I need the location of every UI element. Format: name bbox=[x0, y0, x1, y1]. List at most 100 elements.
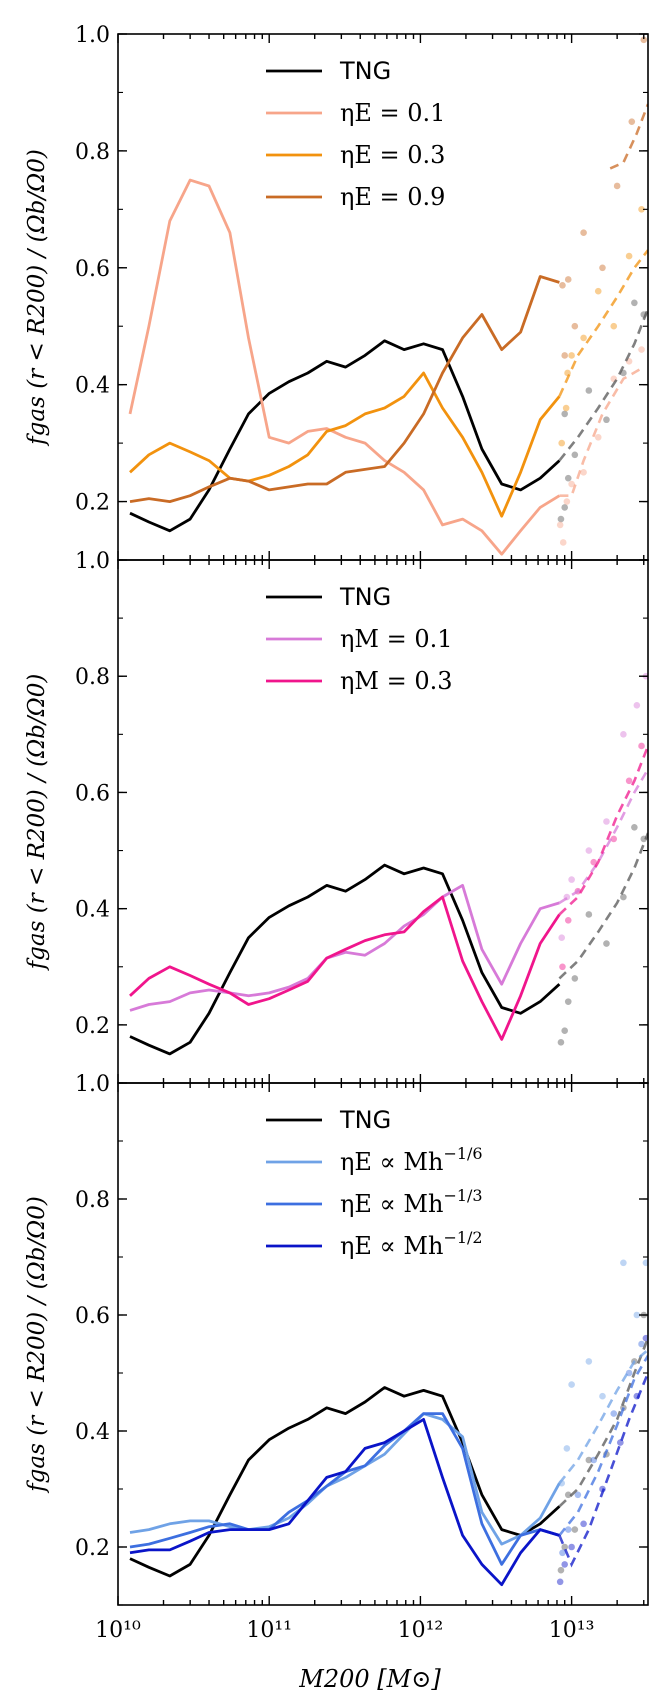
y-tick-label: 0.2 bbox=[75, 491, 110, 516]
scatter-point bbox=[561, 1027, 568, 1034]
scatter-point bbox=[558, 439, 566, 447]
scatter-point bbox=[633, 701, 641, 709]
dashed-extension-line bbox=[558, 249, 648, 397]
scatter-point bbox=[642, 1259, 648, 1267]
y-tick-label: 0.4 bbox=[75, 374, 110, 399]
scatter-point bbox=[557, 515, 565, 523]
scatter-point bbox=[556, 1578, 564, 1586]
x-tick-label: 10¹¹ bbox=[246, 1618, 292, 1643]
legend-label: TNG bbox=[339, 57, 391, 85]
scatter-point bbox=[564, 1491, 572, 1499]
panel-middle: 0.2 0.4 0.6 0.8 1.0 fgas (r < R200) / (Ωb/Ω0)… bbox=[24, 549, 649, 1084]
scatter-point bbox=[631, 824, 638, 831]
panel-top: 0.2 0.4 0.6 0.8 1.0 fgas (r < R200) / (Ωb/Ω0)… bbox=[24, 23, 649, 561]
y-tick-label: 0.8 bbox=[75, 665, 110, 690]
y-axis-label: fgas (r < R200) / (Ωb/Ω0) bbox=[24, 674, 50, 972]
scatter-point bbox=[568, 480, 575, 488]
scatter-point bbox=[580, 469, 587, 476]
scatter-point bbox=[638, 206, 645, 213]
scatter-point bbox=[568, 352, 575, 359]
scatter-point bbox=[620, 893, 627, 901]
plot-area bbox=[128, 36, 648, 556]
scatter-point bbox=[571, 1526, 579, 1533]
scatter-point bbox=[580, 1520, 587, 1528]
series-line bbox=[128, 178, 561, 556]
legend-label: ηE = 0.3 bbox=[340, 141, 445, 169]
legend-label: ηM = 0.3 bbox=[340, 667, 453, 695]
y-axis-label: fgas (r < R200) / (Ωb/Ω0) bbox=[24, 149, 50, 447]
scatter-point bbox=[585, 1358, 593, 1365]
scatter-point bbox=[557, 1039, 565, 1046]
scatter-point bbox=[556, 521, 564, 529]
dashed-extension-line bbox=[559, 365, 645, 498]
scatter-point bbox=[568, 1381, 575, 1388]
x-tick-label: 10¹³ bbox=[549, 1618, 595, 1643]
series-line bbox=[129, 339, 561, 533]
scatter-point bbox=[638, 1340, 645, 1348]
series-line bbox=[129, 1386, 561, 1578]
y-tick-label: 1.0 bbox=[75, 23, 110, 48]
legend-label: TNG bbox=[339, 1106, 391, 1134]
legend-label: ηE ∝ Mh−1/6 bbox=[340, 1144, 483, 1176]
scatter-point bbox=[633, 1311, 641, 1319]
scatter-point bbox=[571, 451, 579, 459]
scatter-point bbox=[610, 835, 618, 843]
scatter-point bbox=[571, 322, 579, 330]
scatter-point bbox=[642, 1334, 648, 1342]
scatter-point bbox=[559, 282, 566, 289]
y-tick-label: 0.6 bbox=[75, 257, 110, 282]
plot-area bbox=[129, 1259, 648, 1587]
series-line bbox=[129, 1412, 560, 1566]
scatter-point bbox=[585, 847, 593, 854]
scatter-point bbox=[594, 287, 602, 295]
scatter-point bbox=[625, 777, 633, 785]
x-tick-label: 10¹² bbox=[398, 1618, 444, 1643]
y-tick-label: 1.0 bbox=[75, 549, 110, 574]
scatter-point bbox=[559, 963, 566, 971]
x-axis-label: M200 [M⊙] bbox=[298, 1665, 441, 1693]
dashed-extension-line bbox=[558, 768, 648, 904]
scatter-point bbox=[564, 474, 572, 482]
scatter-point bbox=[561, 1561, 568, 1568]
axes-frame bbox=[117, 1082, 649, 1606]
scatter-point bbox=[585, 1456, 593, 1464]
scatter-point bbox=[617, 1439, 624, 1446]
scatter-point bbox=[610, 322, 618, 330]
scatter-point bbox=[603, 940, 610, 947]
scatter-point bbox=[640, 36, 648, 44]
legend-label: ηE = 0.9 bbox=[340, 183, 445, 211]
scatter-point bbox=[561, 352, 568, 359]
scatter-point bbox=[594, 433, 602, 441]
scatter-point bbox=[558, 934, 566, 942]
scatter-point bbox=[564, 998, 572, 1005]
scatter-point bbox=[599, 1392, 606, 1400]
y-tick-label: 0.2 bbox=[75, 1014, 110, 1039]
y-tick-label: 0.8 bbox=[75, 140, 110, 165]
scatter-point bbox=[561, 1543, 568, 1551]
y-tick-label: 1.0 bbox=[75, 1072, 110, 1097]
dashed-extension-line bbox=[558, 308, 648, 462]
legend-label: ηE ∝ Mh−1/2 bbox=[340, 1228, 483, 1260]
scatter-point bbox=[571, 975, 579, 982]
y-tick-label: 0.4 bbox=[75, 898, 110, 923]
series-line bbox=[129, 1412, 561, 1546]
scatter-point bbox=[562, 404, 570, 412]
scatter-point bbox=[568, 876, 575, 883]
legend-label: TNG bbox=[339, 583, 391, 611]
dashed-extension-line bbox=[558, 1372, 648, 1568]
scatter-point bbox=[599, 264, 606, 272]
series-line bbox=[129, 371, 561, 518]
scatter-point bbox=[574, 1491, 582, 1499]
y-axis-label: fgas (r < R200) / (Ωb/Ω0) bbox=[24, 1196, 50, 1494]
series-line bbox=[129, 895, 561, 1041]
plot-area bbox=[129, 672, 648, 1056]
dashed-extension-line bbox=[609, 103, 648, 170]
scatter-point bbox=[564, 1526, 572, 1533]
scatter-point bbox=[580, 229, 587, 237]
legend-label: ηE = 0.1 bbox=[340, 99, 445, 127]
scatter-point bbox=[564, 916, 572, 924]
series-line bbox=[129, 884, 560, 1012]
scatter-point bbox=[638, 742, 645, 750]
series-line bbox=[129, 1418, 560, 1587]
